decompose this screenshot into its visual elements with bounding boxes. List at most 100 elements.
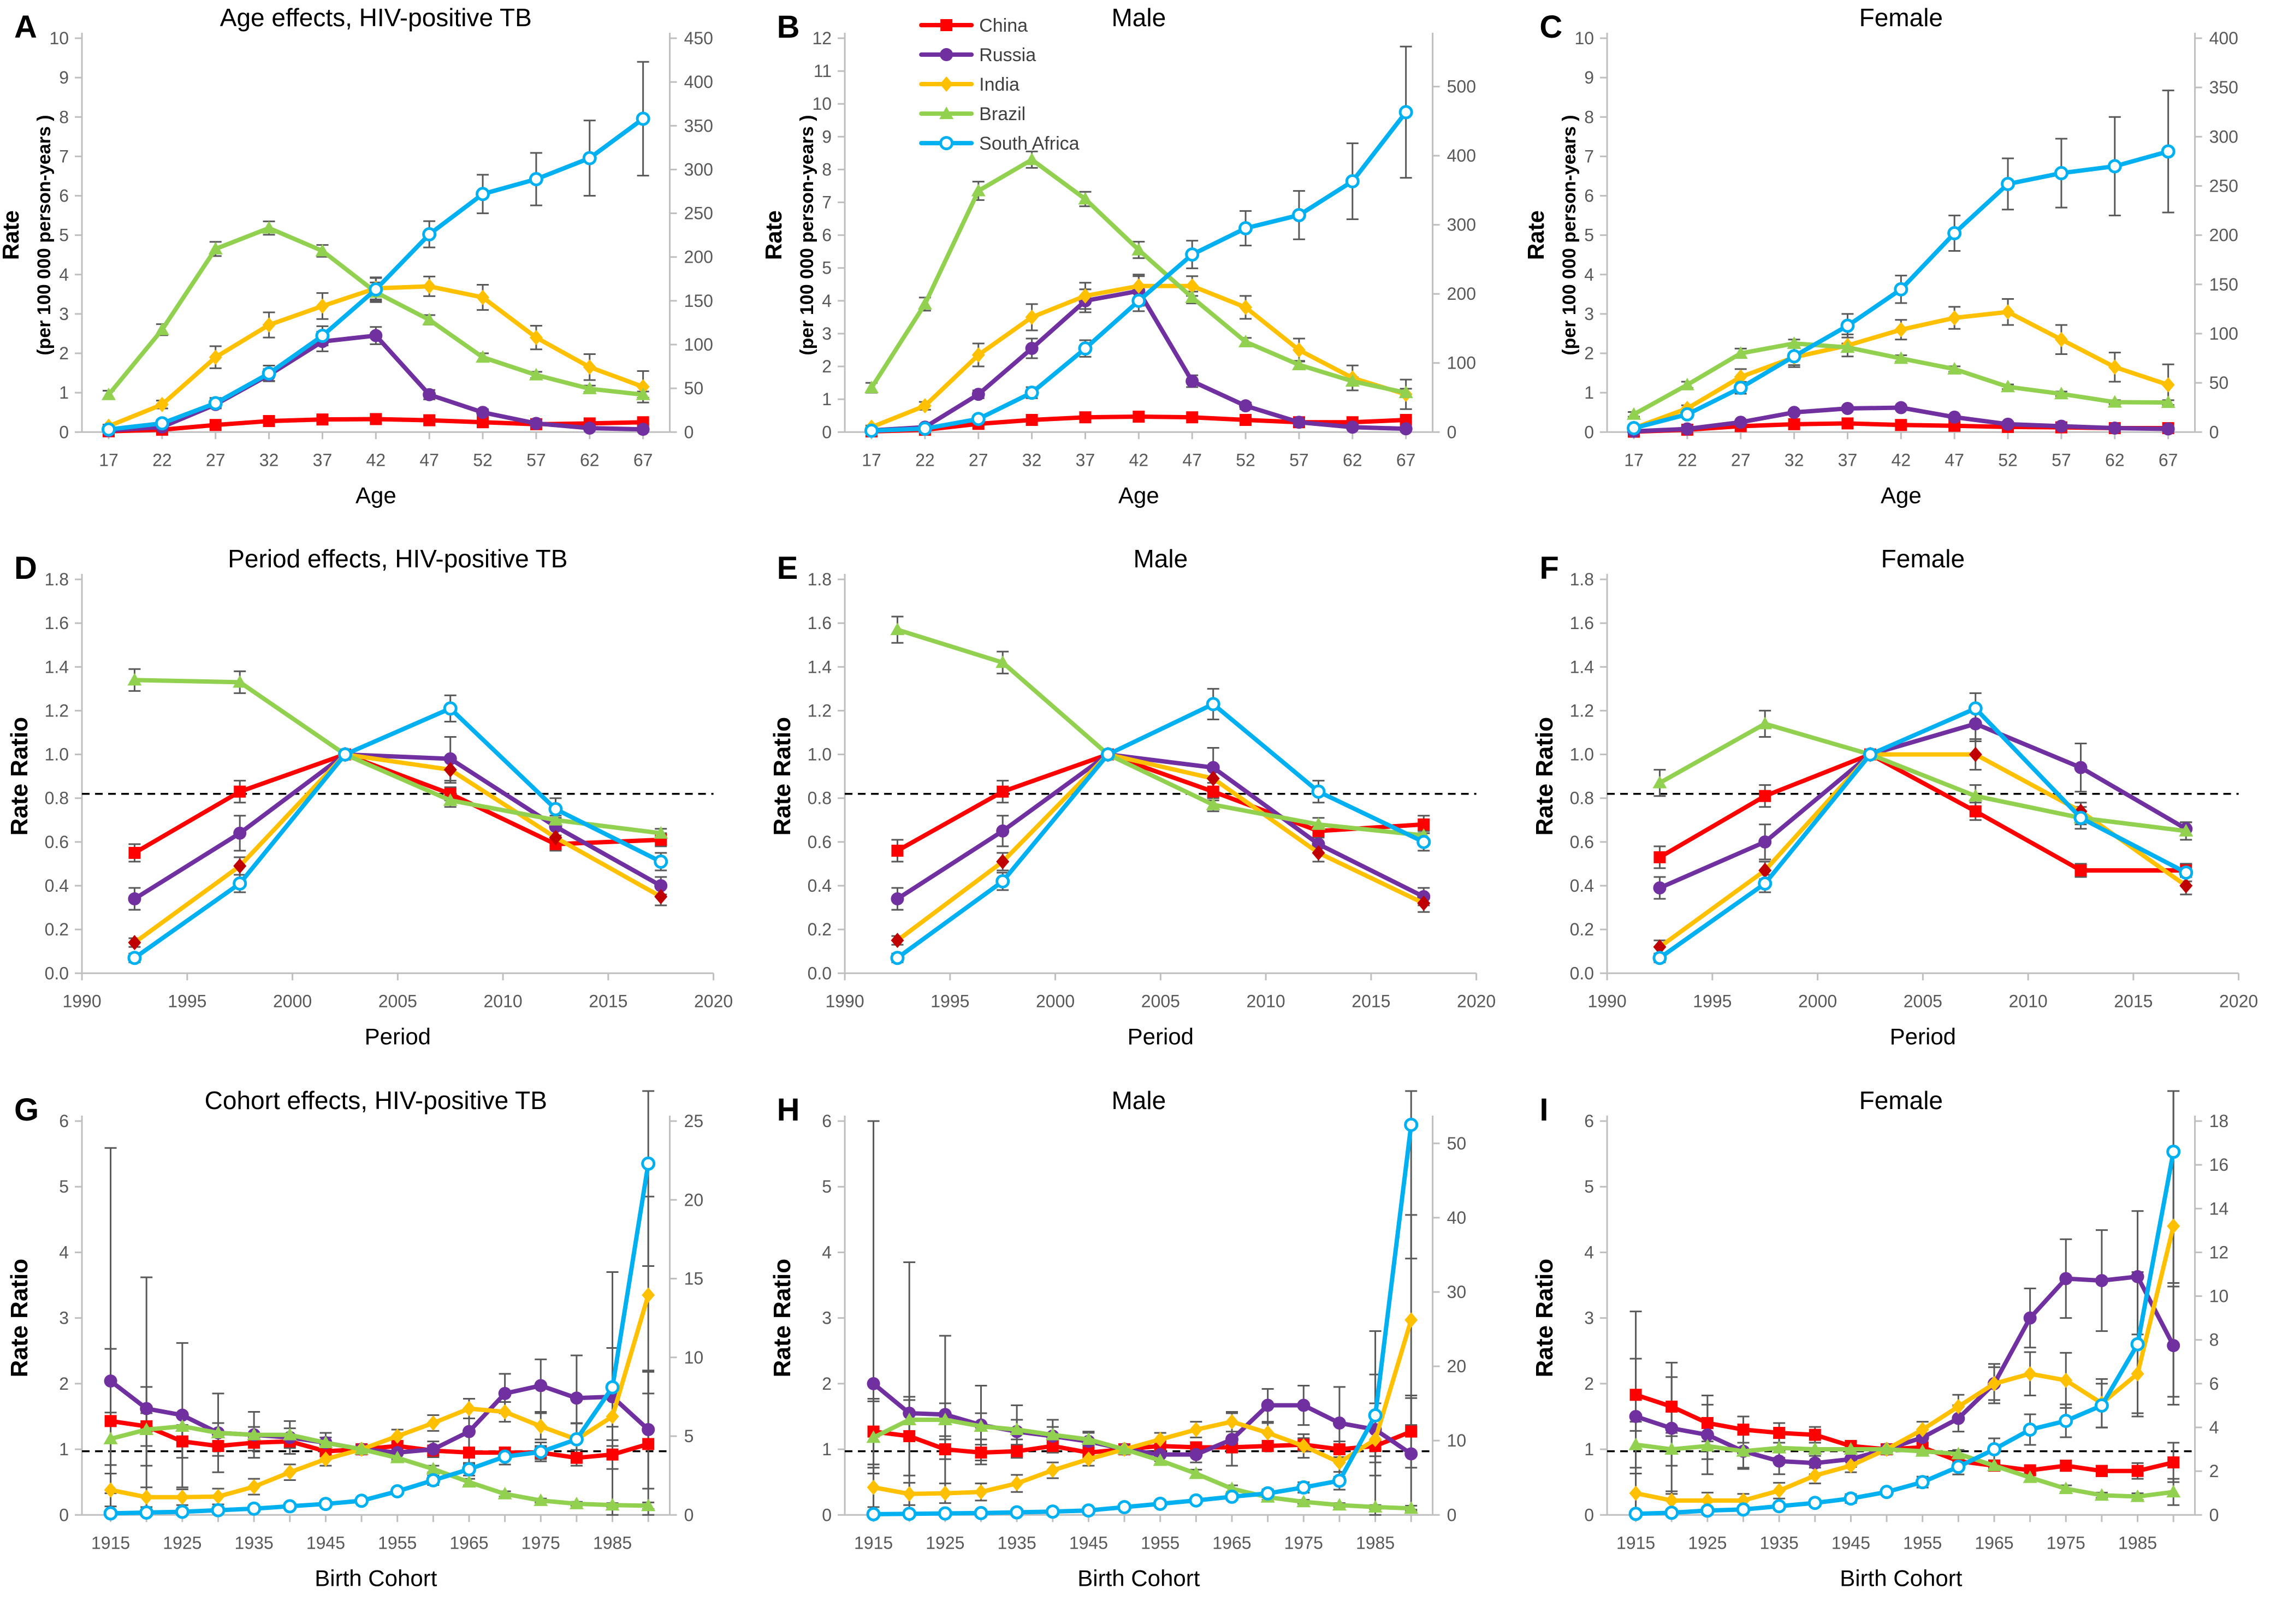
y-tick-label: 3 [59, 304, 69, 324]
x-tick-label: 1995 [930, 992, 969, 1011]
x-tick-label: 42 [366, 450, 386, 470]
marker-india [583, 359, 596, 375]
x-tick-label: 2005 [378, 992, 417, 1011]
y2-tick-label: 50 [1447, 1134, 1466, 1153]
marker-india [1809, 1467, 1822, 1483]
line-india [106, 284, 645, 429]
marker-russia [1225, 1432, 1238, 1446]
marker-russia [233, 827, 247, 840]
line-china [1657, 752, 2189, 873]
y-tick-label: 2 [822, 357, 832, 376]
marker-russia [1189, 1448, 1203, 1461]
marker-china [1665, 1400, 1678, 1413]
y2-tick-label: 15 [684, 1269, 704, 1288]
marker-brazil [636, 387, 650, 400]
marker-south-africa [1024, 386, 1039, 400]
marker-south-africa [211, 1503, 226, 1518]
marker-south-africa [529, 172, 543, 187]
marker-brazil [1808, 1442, 1823, 1455]
marker-brazil [971, 183, 986, 197]
marker-south-africa [1863, 747, 1878, 762]
marker-brazil [461, 1474, 476, 1487]
marker-south-africa [443, 701, 458, 716]
marker-india [316, 298, 329, 314]
line-brazil [106, 226, 645, 397]
marker-south-africa [1627, 421, 1641, 436]
y-tick-label: 12 [812, 28, 832, 48]
marker-brazil [426, 1461, 441, 1474]
line-brazil [108, 1424, 651, 1508]
chart-panel-C: Female0123456789100501001502002503003504… [1525, 3, 2238, 508]
x-tick-label: 1955 [1903, 1533, 1942, 1552]
marker-south-africa [1398, 105, 1413, 120]
marker-india [426, 1415, 440, 1431]
x-tick-label: 2010 [2009, 992, 2048, 1011]
marker-brazil [1772, 1441, 1787, 1454]
marker-south-africa [654, 855, 668, 869]
marker-brazil [1700, 1438, 1715, 1451]
y-tick-label: 7 [822, 193, 832, 212]
marker-brazil [2166, 1484, 2181, 1497]
marker-china [1261, 1439, 1274, 1452]
marker-south-africa [127, 951, 142, 965]
line-russia [871, 1381, 1413, 1457]
marker-brazil [938, 1412, 952, 1425]
y2-tick-label: 500 [1447, 77, 1475, 97]
marker-russia [1399, 422, 1413, 436]
y-tick-label: 4 [822, 291, 832, 311]
marker-india [654, 889, 668, 905]
marker-india [995, 854, 1009, 870]
marker-south-africa [1664, 1505, 1679, 1520]
y2-tick-label: 12 [2209, 1242, 2229, 1262]
y-tick-label: 5 [1585, 226, 1595, 245]
marker-india [247, 1479, 261, 1495]
marker-india [1404, 1312, 1418, 1327]
y-tick-label: 4 [822, 1242, 832, 1262]
y-axis-title: Rate Ratio [1531, 1259, 1558, 1378]
x-tick-label: 47 [1182, 450, 1202, 470]
marker-south-africa [1184, 247, 1199, 262]
line-china [108, 1419, 651, 1460]
marker-south-africa [1840, 318, 1855, 333]
marker-china [2074, 864, 2087, 877]
marker-brazil [497, 1486, 512, 1499]
marker-india [1844, 1457, 1858, 1473]
marker-russia [2023, 1311, 2037, 1325]
marker-south-africa [155, 416, 169, 431]
y-tick-label: 0 [1585, 1505, 1595, 1525]
marker-south-africa [390, 1484, 405, 1498]
marker-brazil [1189, 1466, 1204, 1479]
panel-letter-C: C [1539, 9, 1563, 45]
marker-russia [1292, 416, 1306, 429]
marker-south-africa [247, 1501, 262, 1516]
x-tick-label: 62 [1343, 450, 1362, 470]
marker-brazil [1880, 1442, 1894, 1455]
legend-marker-china [940, 19, 952, 32]
legend-item-south-africa: South Africa [918, 133, 1079, 154]
y-tick-label: 1.4 [45, 657, 69, 677]
marker-russia [1809, 1456, 1822, 1469]
series-brazil [866, 1412, 1418, 1514]
marker-russia [1206, 761, 1220, 774]
marker-brazil [262, 221, 276, 234]
marker-russia [1261, 1398, 1275, 1412]
chart-panel-A: Age effects, HIV-positive TB012345678910… [0, 3, 713, 508]
y-tick-label: 8 [1585, 107, 1595, 127]
y2-tick-label: 450 [684, 28, 713, 48]
marker-india [1416, 896, 1430, 911]
marker-india [1225, 1414, 1238, 1430]
marker-south-africa [426, 1473, 441, 1487]
legend-marker-south-africa [939, 136, 953, 151]
x-tick-label: 1990 [1588, 992, 1627, 1011]
marker-south-africa [1758, 876, 1773, 891]
marker-china [1629, 1388, 1642, 1401]
y2-tick-label: 300 [1447, 215, 1475, 235]
y2-tick-label: 0 [1447, 1505, 1456, 1525]
marker-china [1737, 1423, 1750, 1436]
marker-russia [570, 1391, 583, 1404]
marker-south-africa [902, 1506, 916, 1521]
marker-india [1010, 1475, 1023, 1491]
marker-brazil [1987, 1458, 2002, 1471]
y-tick-label: 1.8 [1570, 570, 1594, 589]
marker-china [939, 1443, 951, 1455]
